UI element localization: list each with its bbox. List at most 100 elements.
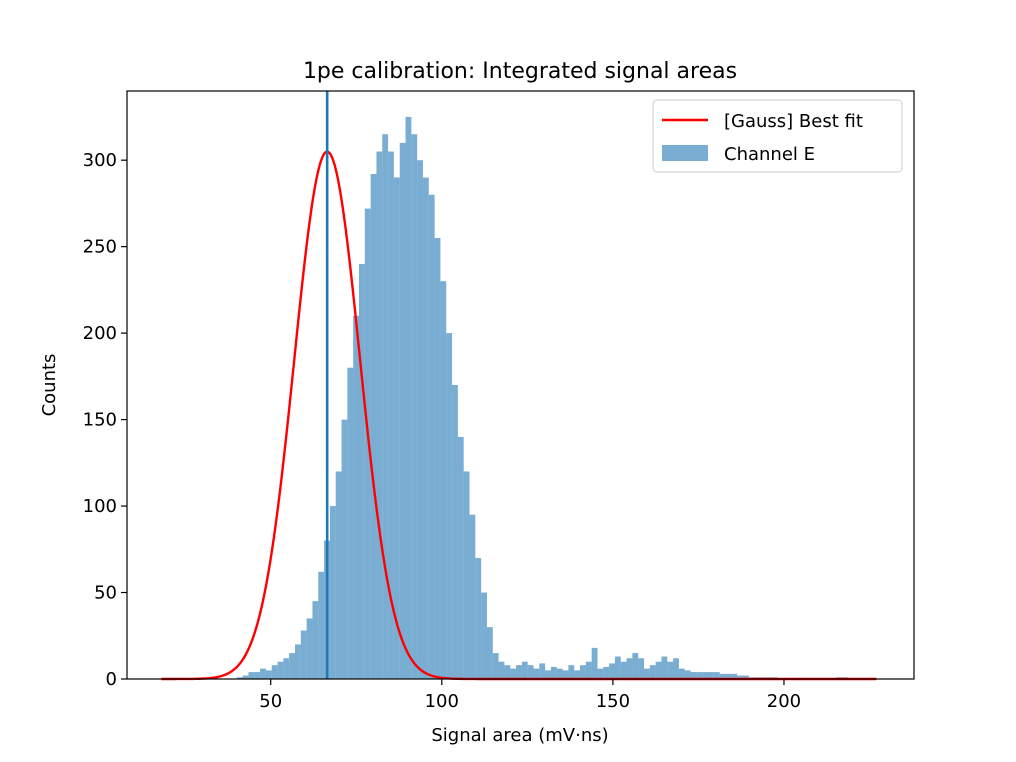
histogram-bar xyxy=(405,116,412,680)
legend-histogram-label: Channel E xyxy=(724,144,815,165)
histogram-bar xyxy=(295,644,301,679)
histogram-bar xyxy=(347,367,354,679)
histogram-bar xyxy=(283,658,290,679)
histogram-bar xyxy=(696,672,703,679)
y-tick-label: 150 xyxy=(83,410,117,431)
y-tick-label: 200 xyxy=(83,323,117,344)
histogram-bar xyxy=(481,592,487,679)
histogram-bar xyxy=(545,670,551,679)
histogram-bar xyxy=(504,665,511,679)
histogram-bar xyxy=(393,177,400,679)
histogram-bar xyxy=(516,665,522,679)
histogram-bar xyxy=(335,471,342,679)
histogram-bar xyxy=(742,675,749,679)
histogram-bar xyxy=(678,668,685,679)
histogram-bar xyxy=(248,672,255,679)
histogram-bar xyxy=(562,670,569,679)
y-tick-label: 100 xyxy=(83,496,117,517)
histogram-bar xyxy=(603,666,610,679)
histogram-bar xyxy=(277,661,284,679)
histogram-bar xyxy=(667,661,674,679)
histogram-bar xyxy=(684,670,691,679)
histogram-bar xyxy=(411,134,418,679)
histogram-bar xyxy=(475,557,482,679)
histogram-bar xyxy=(341,419,348,679)
histogram-bar xyxy=(452,385,458,679)
histogram-bar xyxy=(591,647,598,679)
histogram-bar xyxy=(289,653,296,679)
histogram-bar xyxy=(649,665,656,679)
histogram-bar xyxy=(306,618,313,679)
histogram-bar xyxy=(498,661,505,679)
histogram-bar xyxy=(568,665,575,679)
histogram-bar xyxy=(463,471,470,679)
histogram-bar xyxy=(556,668,563,679)
histogram-bar xyxy=(236,677,243,679)
histogram-bar xyxy=(358,263,365,679)
histogram-bar xyxy=(673,658,679,679)
y-axis-ticks: 0 50 100 150 200 250 300 xyxy=(83,150,127,690)
histogram-bar xyxy=(446,333,453,679)
histogram-bar xyxy=(661,656,668,679)
histogram-bar xyxy=(300,630,307,679)
x-axis-ticks: 50 100 150 200 xyxy=(259,679,801,712)
histogram-bar xyxy=(329,506,336,679)
histogram-bar xyxy=(731,673,738,679)
histogram-bar xyxy=(370,174,377,679)
histogram-bar xyxy=(574,670,581,679)
x-tick-label: 50 xyxy=(259,691,282,712)
histogram-bar xyxy=(609,663,615,679)
histogram-bar xyxy=(492,653,499,679)
legend-fit-label: [Gauss] Best fit xyxy=(724,111,863,132)
histogram-bar xyxy=(382,134,389,679)
histogram-bar xyxy=(719,673,726,679)
legend-histogram-swatch xyxy=(662,145,708,161)
y-tick-label: 250 xyxy=(83,237,117,258)
legend-box xyxy=(652,99,903,173)
histogram-bar xyxy=(527,665,534,679)
histogram-bar xyxy=(725,673,732,679)
histogram-bar xyxy=(708,672,714,679)
x-tick-label: 200 xyxy=(767,691,801,712)
histogram-bar xyxy=(632,653,639,679)
histogram-bar xyxy=(521,661,528,679)
histogram-bar xyxy=(318,571,325,679)
histogram-bar xyxy=(434,238,441,679)
histogram-bar xyxy=(254,672,261,679)
x-axis-label: Signal area (mV·ns) xyxy=(431,725,608,746)
histogram-bar xyxy=(550,666,557,679)
histogram-bar xyxy=(399,142,406,680)
histogram-bar xyxy=(713,672,720,679)
y-tick-label: 0 xyxy=(106,669,117,690)
histogram-bar xyxy=(353,315,359,679)
histogram-bar xyxy=(265,670,272,679)
histogram-bar xyxy=(376,151,383,679)
histogram-bar xyxy=(260,668,266,679)
histogram-bar xyxy=(597,668,604,679)
histogram-bar xyxy=(242,675,249,679)
histogram-bar xyxy=(486,627,493,679)
histogram-bar xyxy=(737,675,743,679)
chart-title: 1pe calibration: Integrated signal areas xyxy=(303,59,737,84)
histogram-bar xyxy=(422,177,429,679)
histogram-bar xyxy=(690,672,697,679)
fit-curve xyxy=(161,150,877,681)
histogram-bar xyxy=(585,661,592,679)
histogram-bar xyxy=(388,151,394,679)
histogram-bar xyxy=(417,160,423,680)
histogram-bar xyxy=(580,665,586,679)
histogram-bar xyxy=(614,656,621,679)
histogram-bar xyxy=(626,658,633,679)
histogram-bar xyxy=(533,668,540,679)
histogram-bar xyxy=(271,665,278,679)
histogram-bar xyxy=(312,601,319,679)
x-tick-label: 150 xyxy=(596,691,630,712)
histogram-bar xyxy=(620,661,627,679)
histogram-bar xyxy=(638,658,645,679)
y-tick-label: 50 xyxy=(94,583,117,604)
histogram-bar xyxy=(644,668,650,679)
plot-frame xyxy=(126,90,915,680)
histogram-bar xyxy=(469,514,476,679)
histogram-bar xyxy=(702,672,709,679)
